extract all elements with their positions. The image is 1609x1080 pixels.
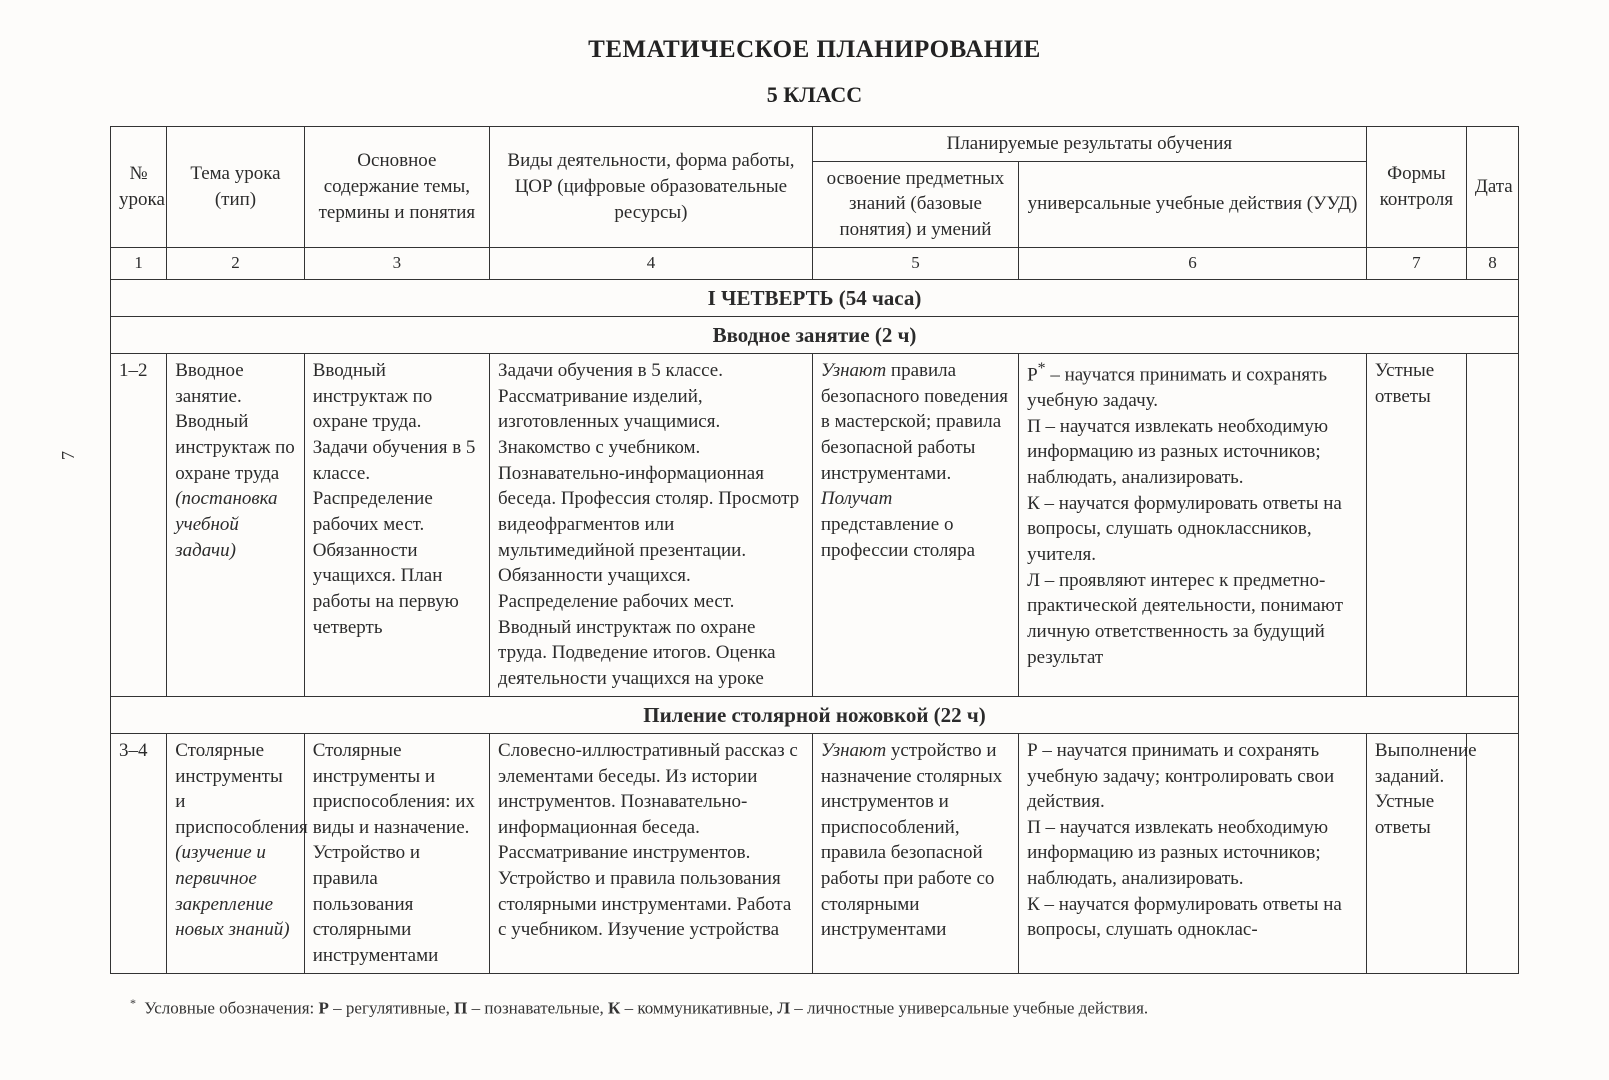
cell-date	[1466, 733, 1518, 973]
th-topic: Тема урока (тип)	[167, 127, 304, 248]
section-quarter-label: I ЧЕТВЕРТЬ (54 часа)	[111, 279, 1519, 316]
footnote-star: *	[130, 996, 136, 1010]
th-control: Формы контроля	[1366, 127, 1466, 248]
cell-num: 1–2	[111, 354, 167, 696]
section-quarter: I ЧЕТВЕРТЬ (54 часа)	[111, 279, 1519, 316]
section-intro: Вводное занятие (2 ч)	[111, 316, 1519, 353]
section-sawing-label: Пиление столярной ножовкой (22 ч)	[111, 696, 1519, 733]
topic-italic: (изучение и первичное закрепление новых …	[175, 842, 289, 940]
colnum-2: 2	[167, 247, 304, 279]
column-number-row: 1 2 3 4 5 6 7 8	[111, 247, 1519, 279]
footnote-text: Условные обозначения: Р – регулятивные, …	[144, 998, 1148, 1017]
th-content: Основное содержание темы, термины и поня…	[304, 127, 489, 248]
cell-uud: Р – научатся принимать и сохранять учебн…	[1019, 733, 1367, 973]
colnum-8: 8	[1466, 247, 1518, 279]
section-sawing: Пиление столярной ножовкой (22 ч)	[111, 696, 1519, 733]
cell-uud: Р* – научатся принимать и сохранять учеб…	[1019, 354, 1367, 696]
cell-control: Устные ответы	[1366, 354, 1466, 696]
cell-results: Узнают устройство и назначение столярных…	[812, 733, 1018, 973]
colnum-6: 6	[1019, 247, 1367, 279]
colnum-1: 1	[111, 247, 167, 279]
topic-plain: Вводное занятие. Вводный инструктаж по о…	[175, 360, 295, 484]
th-num: № урока	[111, 127, 167, 248]
planning-table: № урока Тема урока (тип) Основное содерж…	[110, 126, 1519, 974]
th-date: Дата	[1466, 127, 1518, 248]
colnum-3: 3	[304, 247, 489, 279]
subtitle: 5 КЛАСС	[110, 82, 1519, 108]
cell-results: Узнают правила безопасного поведения в м…	[812, 354, 1018, 696]
page: 7 ТЕМАТИЧЕСКОЕ ПЛАНИРОВАНИЕ 5 КЛАСС № ур…	[0, 0, 1609, 1080]
cell-control: Выполнение заданий. Устные ответы	[1366, 733, 1466, 973]
cell-num: 3–4	[111, 733, 167, 973]
colnum-7: 7	[1366, 247, 1466, 279]
main-title: ТЕМАТИЧЕСКОЕ ПЛАНИРОВАНИЕ	[110, 36, 1519, 64]
th-subject-results: освоение предметных знаний (базовые поня…	[812, 161, 1018, 247]
cell-topic: Столярные инструменты и приспособления (…	[167, 733, 304, 973]
header-row-1: № урока Тема урока (тип) Основное содерж…	[111, 127, 1519, 162]
topic-italic: (постановка учебной задачи)	[175, 488, 277, 560]
table-row: 1–2 Вводное занятие. Вводный инструктаж …	[111, 354, 1519, 696]
cell-date	[1466, 354, 1518, 696]
cell-activities: Задачи обучения в 5 классе. Рассматриван…	[490, 354, 813, 696]
cell-topic: Вводное занятие. Вводный инструктаж по о…	[167, 354, 304, 696]
footnote: * Условные обозначения: Р – регулятивные…	[110, 996, 1519, 1019]
cell-activities: Словесно-иллюстративный рассказ с элемен…	[490, 733, 813, 973]
side-page-number: 7	[58, 451, 79, 460]
table-row: 3–4 Столярные инструменты и приспособлен…	[111, 733, 1519, 973]
th-uud: универсальные учебные действия (УУД)	[1019, 161, 1367, 247]
th-planned-results: Планируемые результаты обучения	[812, 127, 1366, 162]
section-intro-label: Вводное занятие (2 ч)	[111, 316, 1519, 353]
cell-content: Вводный инструктаж по охране труда. Зада…	[304, 354, 489, 696]
th-activities: Виды деятельности, форма работы, ЦОР (ци…	[490, 127, 813, 248]
colnum-5: 5	[812, 247, 1018, 279]
cell-content: Столярные инструменты и приспособления: …	[304, 733, 489, 973]
topic-plain: Столярные инструменты и приспособления	[175, 740, 308, 838]
colnum-4: 4	[490, 247, 813, 279]
